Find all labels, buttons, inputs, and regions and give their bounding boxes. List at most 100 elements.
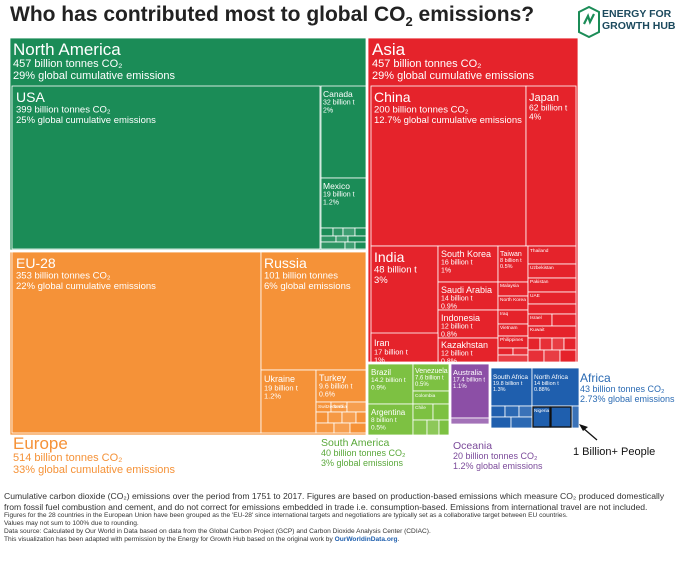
cell-north-america-small bbox=[335, 235, 349, 243]
label-europe: Europe 514 billion tonnes CO₂ 33% global c… bbox=[13, 434, 176, 476]
cell-africa-small bbox=[504, 405, 520, 418]
cell-europe-small bbox=[327, 411, 343, 424]
label-turkey: Turkey 9.6 billion t 0.6% bbox=[319, 373, 353, 398]
treemap-labels: North America 457 billion tonnes CO₂ 29% g… bbox=[13, 40, 675, 476]
cell-north-america-small bbox=[354, 241, 367, 250]
label-mexico: Mexico 19 billion t 1.2% bbox=[323, 181, 355, 206]
label-eu-28: EU-28 353 billion tonnes CO₂ 22% global cu… bbox=[16, 255, 156, 292]
cell-south-korea bbox=[437, 245, 499, 283]
cell-oceania-small bbox=[450, 417, 490, 425]
cell-venezuela bbox=[412, 363, 450, 392]
cell-africa-small bbox=[490, 405, 506, 418]
energy-growth-hub-logo bbox=[578, 5, 600, 39]
cell-africa-small bbox=[518, 405, 533, 418]
footnote-source: Data source: Calculated by Our World in … bbox=[4, 528, 431, 536]
cell-asia-small bbox=[539, 337, 553, 351]
cell-europe-small bbox=[315, 422, 335, 434]
cell-china bbox=[370, 85, 527, 247]
cell-south-america-small bbox=[412, 419, 428, 436]
label-iraq: Iraq bbox=[500, 311, 509, 317]
treemap-chart: North America 457 billion tonnes CO₂ 29% g… bbox=[9, 37, 675, 476]
label-taiwan: Taiwan 8 billion t 0.5% bbox=[500, 251, 522, 270]
label-japan: Japan 62 billion t 4% bbox=[529, 92, 568, 122]
cell-north-america-small bbox=[320, 235, 337, 243]
cell-asia-small-b bbox=[551, 313, 577, 327]
label-uae: UAE bbox=[530, 293, 540, 299]
cell-turkey bbox=[315, 369, 367, 403]
cell-europe-small bbox=[355, 411, 367, 424]
annotation-arrow bbox=[579, 424, 598, 441]
cell-south-america-small bbox=[438, 419, 450, 436]
treemap-cells bbox=[9, 37, 580, 436]
label-canada: Canada 32 billion t 2% bbox=[323, 89, 355, 114]
label-africa: Africa 43 billion tonnes CO₂ 2.73% global … bbox=[580, 371, 675, 404]
label-argentina: Argentina 8 billion t 0.5% bbox=[371, 408, 406, 431]
label-kuwait: Kuwait bbox=[530, 327, 545, 333]
label-usa: USA 399 billion tonnes CO₂ 25% global cumu… bbox=[16, 89, 156, 126]
chart-title: Who has contributed most to global CO2 e… bbox=[10, 3, 535, 30]
cell-japan bbox=[525, 85, 577, 247]
cell-europe-small bbox=[333, 422, 351, 434]
label-philippines: Philippines bbox=[500, 337, 524, 343]
label-kazakhstan: Kazakhstan 12 billion t 0.8% bbox=[441, 340, 488, 365]
cell-russia bbox=[260, 251, 367, 371]
logo-line-2: GROWTH HUB bbox=[602, 20, 676, 32]
cell-africa-small bbox=[490, 416, 512, 429]
label-serbia: Serbia bbox=[333, 404, 347, 410]
cell-asia-small bbox=[551, 337, 565, 351]
logo-text: ENERGY FOR GROWTH HUB bbox=[602, 8, 676, 32]
billion-people-highlight bbox=[532, 406, 551, 428]
cell-asia-small bbox=[512, 347, 529, 356]
cell-asia-small bbox=[497, 354, 529, 363]
cell-argentina bbox=[367, 403, 414, 436]
label-south-america: South America 40 billion tonnes CO₂ 3% glo… bbox=[321, 437, 406, 468]
cell-north-america-small bbox=[347, 235, 367, 243]
cell-asia-small bbox=[559, 349, 577, 363]
cell-europe-small bbox=[349, 422, 367, 434]
cell-eu-28 bbox=[11, 251, 262, 434]
label-switzerland: Switzerland bbox=[318, 404, 343, 410]
cell-kazakhstan bbox=[437, 337, 499, 363]
cell-asia-small bbox=[563, 337, 577, 351]
footnote-eu: Figures for the 28 countries in the Euro… bbox=[4, 512, 568, 520]
cell-north-america-small bbox=[342, 227, 356, 237]
label-china: China 200 billion tonnes CO₂ 12.7% global … bbox=[374, 89, 522, 126]
cell-north-america-small bbox=[320, 227, 334, 237]
label-chile: Chile bbox=[415, 405, 426, 411]
cell-iran bbox=[370, 332, 439, 363]
annotation-billion-people: 1 Billion+ People bbox=[573, 446, 655, 458]
cell-asia-small-a bbox=[527, 303, 577, 315]
label-india: India 48 billion t 3% bbox=[374, 249, 417, 286]
label-north-america: North America 457 billion tonnes CO₂ 29% g… bbox=[13, 40, 176, 82]
billion-people-highlight bbox=[550, 406, 572, 428]
label-colombia: Colombia bbox=[415, 393, 436, 399]
label-pakistan: Pakistan bbox=[530, 279, 549, 285]
label-vietnam: Vietnam bbox=[500, 325, 518, 331]
cell-south-america-small bbox=[432, 403, 450, 421]
cell-north-america-small bbox=[320, 241, 346, 250]
cell-north-africa bbox=[531, 367, 580, 407]
logo-mark-icon bbox=[578, 5, 600, 39]
footnote-adapted: This visualization has been adapted with… bbox=[4, 536, 400, 544]
label-saudi-arabia: Saudi Arabia 14 billion t 0.9% bbox=[441, 285, 492, 310]
label-north-korea: North Korea bbox=[500, 297, 526, 303]
label-north-africa: North Africa 14 billion t 0.88% bbox=[534, 374, 568, 393]
cell-north-america-small bbox=[354, 227, 367, 237]
cell-europe-small bbox=[315, 411, 329, 424]
cell-asia-small bbox=[527, 337, 541, 351]
cell-ukraine bbox=[260, 369, 317, 434]
cell-asia-small bbox=[497, 347, 514, 356]
cell-europe-small bbox=[341, 411, 357, 424]
label-brazil: Brazil 14.2 billion t 0.9% bbox=[371, 368, 406, 391]
cell-asia-small bbox=[543, 349, 561, 363]
label-uzbekistan: Uzbekistan bbox=[530, 265, 554, 271]
cell-asia-small bbox=[527, 349, 545, 363]
cell-south-africa bbox=[490, 367, 533, 407]
cell-africa-small bbox=[571, 405, 580, 429]
label-venezuela: Venezuela 7.6 billion t 0.5% bbox=[415, 368, 448, 388]
owid-link[interactable]: OurWorldinData.org bbox=[334, 536, 398, 544]
label-iran: Iran 17 billion t 1% bbox=[374, 338, 409, 365]
label-ukraine: Ukraine 19 billion t 1.2% bbox=[264, 374, 299, 401]
cell-usa bbox=[11, 85, 321, 250]
label-asia: Asia 457 billion tonnes CO₂ 29% global cum… bbox=[372, 40, 535, 82]
